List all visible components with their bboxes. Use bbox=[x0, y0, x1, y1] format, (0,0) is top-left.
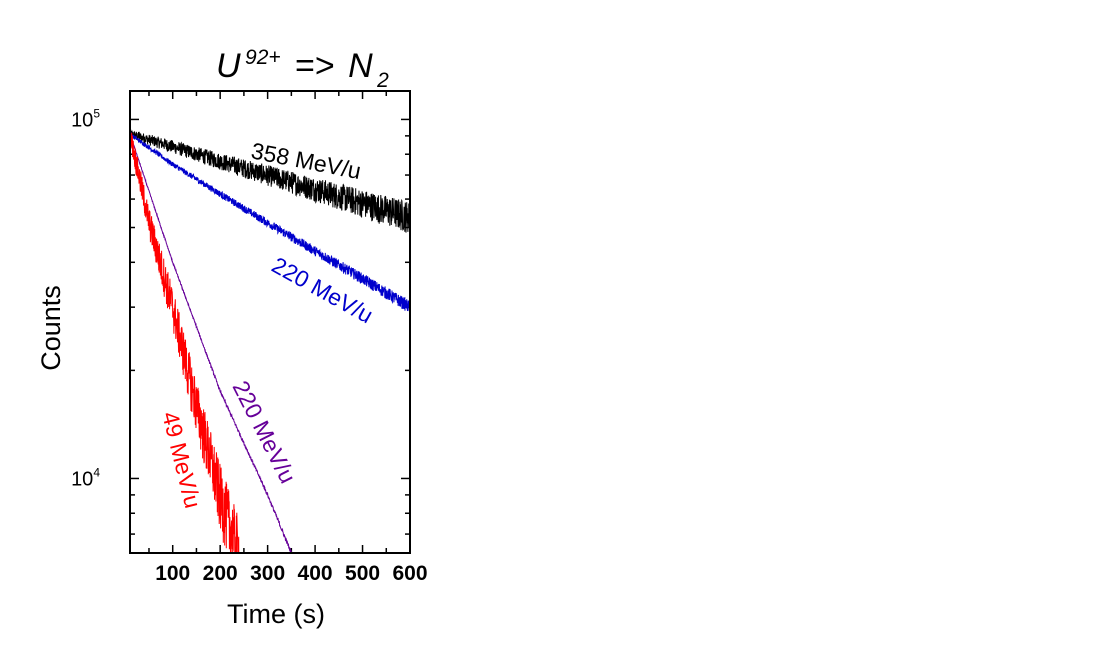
svg-text:U 92+ => N: U 92+ => N 2 bbox=[216, 46, 389, 92]
y-tick-label: 105 bbox=[71, 106, 100, 131]
title-subscript: 2 bbox=[376, 69, 389, 92]
x-tick-label: 400 bbox=[298, 562, 333, 585]
title-target: N bbox=[348, 47, 373, 85]
plot-frame bbox=[129, 90, 411, 554]
x-tick-label: 600 bbox=[392, 562, 427, 585]
y-tick-label: 104 bbox=[71, 465, 100, 490]
x-tick-label: 100 bbox=[155, 562, 190, 585]
title-arrow: => bbox=[285, 47, 344, 85]
title-base: U bbox=[216, 47, 241, 85]
x-axis-label: Time (s) bbox=[227, 599, 325, 629]
x-tick-label: 300 bbox=[250, 562, 285, 585]
title-superscript: 92+ bbox=[245, 46, 281, 69]
x-tick-label: 200 bbox=[203, 562, 238, 585]
series-line bbox=[130, 128, 240, 553]
series-label: 220 MeV/u bbox=[268, 252, 378, 329]
series-line bbox=[130, 134, 292, 553]
y-axis-label: Counts bbox=[36, 285, 66, 371]
chart-title: U 92+ => N 2 bbox=[216, 46, 389, 92]
series-line bbox=[130, 131, 410, 312]
x-tick-label: 500 bbox=[345, 562, 380, 585]
series-line bbox=[130, 129, 410, 233]
